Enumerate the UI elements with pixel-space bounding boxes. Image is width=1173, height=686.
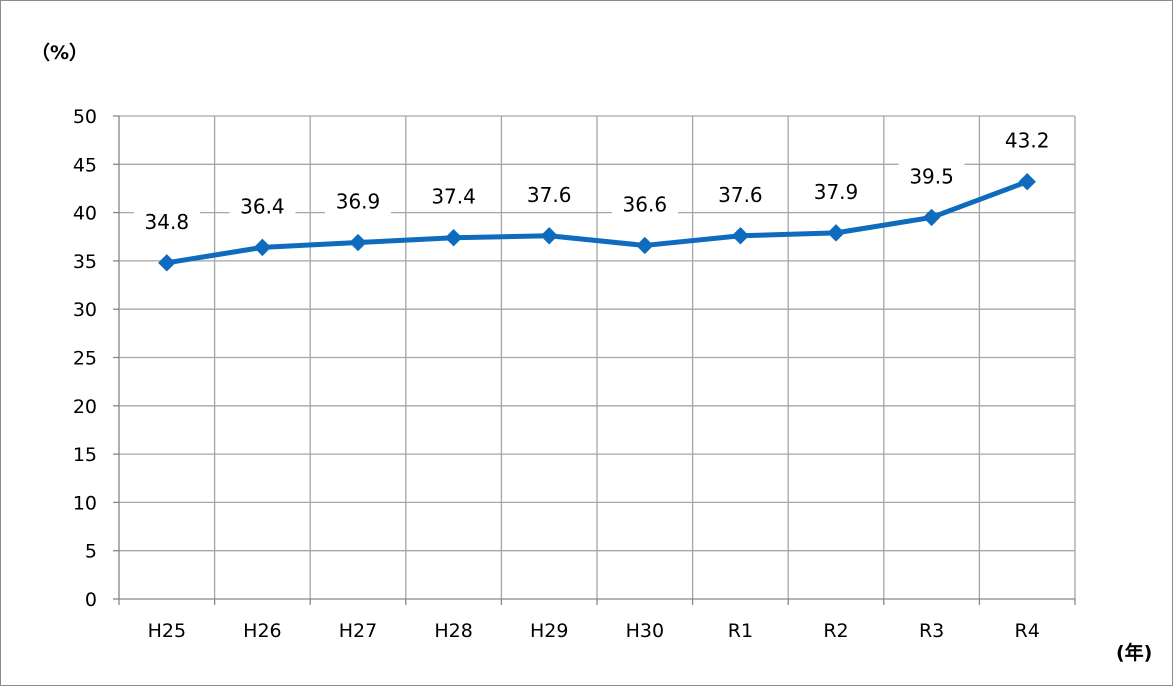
data-label-bg — [803, 177, 869, 206]
data-label: 37.9 — [814, 180, 859, 204]
x-tick-label: H28 — [434, 620, 472, 642]
y-tick-label: 0 — [85, 589, 97, 611]
data-point-marker — [827, 224, 845, 242]
data-label: 43.2 — [1005, 129, 1050, 153]
data-point-marker — [158, 254, 176, 272]
data-label: 36.6 — [623, 192, 668, 216]
x-unit-label: (年) — [1116, 641, 1152, 664]
y-tick-label: 50 — [73, 106, 97, 128]
data-point-marker — [1018, 172, 1036, 191]
y-tick-label: 35 — [73, 251, 97, 273]
x-tick-label: H30 — [626, 620, 664, 642]
data-label-bg — [516, 180, 583, 209]
x-tick-labels: H25 H26 H27 H28 H29 H30 R1 R2 R3 R4 — [148, 620, 1040, 642]
data-point-marker — [253, 238, 272, 257]
y-tick-label: 10 — [73, 492, 97, 514]
y-tick-label: 40 — [73, 203, 97, 225]
data-label-bg — [229, 192, 296, 221]
gridlines — [119, 115, 1076, 599]
x-tick-label: H29 — [530, 620, 568, 642]
data-labels: 34.8 36.4 36.9 37.4 37.6 36.6 37.6 37.9 39.5 43.2 — [133, 126, 1061, 236]
series-line-path — [164, 179, 1030, 266]
x-tick-label: H26 — [243, 620, 281, 642]
y-tick-label: 25 — [73, 348, 97, 370]
data-label: 37.4 — [431, 185, 476, 209]
data-point-marker — [444, 229, 463, 247]
data-point-marker — [636, 236, 654, 255]
y-unit-label: （%） — [31, 41, 88, 64]
y-tick-label: 20 — [73, 396, 97, 418]
data-label-bg — [994, 126, 1061, 155]
data-point-marker — [922, 208, 941, 227]
data-label-bg — [420, 182, 487, 211]
data-label: 34.8 — [145, 210, 190, 234]
data-point-marker — [349, 233, 367, 252]
x-tick-label: H27 — [339, 620, 377, 642]
y-tick-label: 45 — [73, 154, 97, 176]
data-label-bg — [707, 180, 774, 209]
y-tick-label: 30 — [73, 299, 97, 321]
x-tick-label: R1 — [728, 620, 753, 642]
data-label: 37.6 — [527, 183, 572, 207]
data-label: 39.5 — [909, 164, 954, 188]
data-label-bg — [133, 207, 200, 236]
data-label: 36.9 — [336, 190, 381, 214]
y-tick-label: 5 — [85, 541, 97, 563]
x-tick-label: R3 — [919, 620, 944, 642]
y-tick-labels: 0 5 10 15 20 25 30 35 40 45 50 — [73, 106, 97, 611]
data-point-marker — [731, 227, 750, 245]
data-label-bg — [325, 187, 391, 216]
data-label-bg — [611, 190, 678, 219]
series-line — [158, 172, 1036, 272]
x-tick-label: R2 — [823, 620, 848, 642]
x-tick-label: R4 — [1015, 620, 1040, 642]
x-tick-label: H25 — [148, 620, 186, 642]
data-point-marker — [540, 227, 558, 245]
data-label: 36.4 — [240, 194, 285, 218]
axes — [113, 115, 1076, 605]
data-label-bg — [898, 162, 965, 191]
y-tick-label: 15 — [73, 444, 97, 466]
data-label: 37.6 — [718, 183, 763, 207]
